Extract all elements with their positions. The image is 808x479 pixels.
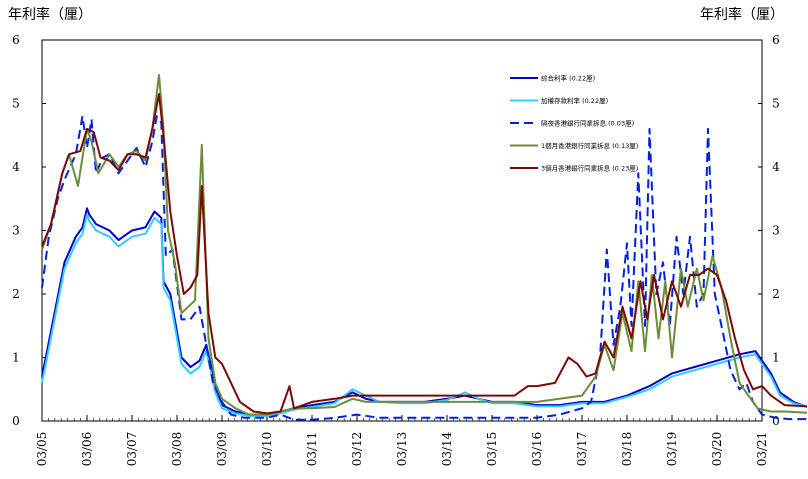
left-y-tick-label: 0 [12,414,20,428]
legend-label-composite-rate: 綜合利率 (0.22厘) [541,74,595,83]
right-y-tick-label: 2 [772,287,780,301]
left-y-tick-label: 2 [12,287,20,301]
left-axis-unit-label: 年利率（厘） [8,7,92,23]
right-y-tick-label: 5 [772,97,780,111]
x-tick-label: 03/19 [665,432,679,467]
legend-label-three-month-hibor: 3個月香港銀行同業拆息 (0.23厘) [541,164,638,173]
x-tick-label: 03/16 [530,432,544,467]
series-line-three-month-hibor [41,93,808,415]
legend: 綜合利率 (0.22厘) 加權存款利率 (0.22厘) 隔夜香港銀行同業拆息 (0.… [510,74,638,173]
x-tick-label: 03/11 [305,432,319,467]
right-y-tick-label: 6 [772,33,780,47]
left-y-tick-label: 3 [12,224,20,238]
x-tick-label: 03/15 [485,432,499,467]
x-tick-label: 03/17 [575,432,589,467]
left-y-tick-label: 5 [12,97,20,111]
x-tick-label: 03/12 [350,432,364,467]
x-tick-label: 03/18 [620,432,634,467]
x-tick-label: 03/20 [710,432,724,467]
left-y-tick-label: 6 [12,33,20,47]
x-tick-label: 03/07 [125,432,139,467]
right-y-tick-label: 1 [772,351,780,365]
series-line-composite-rate [41,207,808,416]
x-tick-label: 03/06 [80,432,94,467]
right-y-tick-label: 3 [772,224,780,238]
x-tick-label: 03/10 [260,432,274,467]
legend-label-weighted-deposit-rate: 加權存款利率 (0.22厘) [541,96,608,105]
right-axis-unit-label: 年利率（厘） [700,7,784,23]
x-tick-label: 03/14 [440,431,454,466]
left-y-axis: 0 1 2 3 4 5 6 [12,33,46,428]
right-y-tick-label: 4 [772,160,780,174]
series-layer [41,73,808,421]
series-line-one-month-hibor [41,73,808,416]
legend-label-overnight-hibor: 隔夜香港銀行同業拆息 (0.03厘) [541,119,634,128]
left-y-tick-label: 1 [12,351,20,365]
series-line-overnight-hibor [41,115,807,421]
series-line-weighted-deposit-rate [41,213,808,417]
x-tick-label: 03/09 [215,432,229,467]
x-tick-label: 03/21 [755,432,769,467]
left-y-tick-label: 4 [12,160,20,174]
x-axis: 03/05 03/06 03/07 03/08 03/09 03/10 03/11 03/12… [35,415,769,466]
x-tick-label: 03/08 [170,432,184,467]
x-tick-label: 03/13 [395,432,409,467]
right-y-axis: 0 1 2 3 4 5 6 [758,33,780,428]
x-tick-label: 03/05 [35,432,49,467]
legend-label-one-month-hibor: 1個月香港銀行同業拆息 (0.13厘) [541,141,638,150]
right-y-tick-label: 0 [772,414,780,428]
